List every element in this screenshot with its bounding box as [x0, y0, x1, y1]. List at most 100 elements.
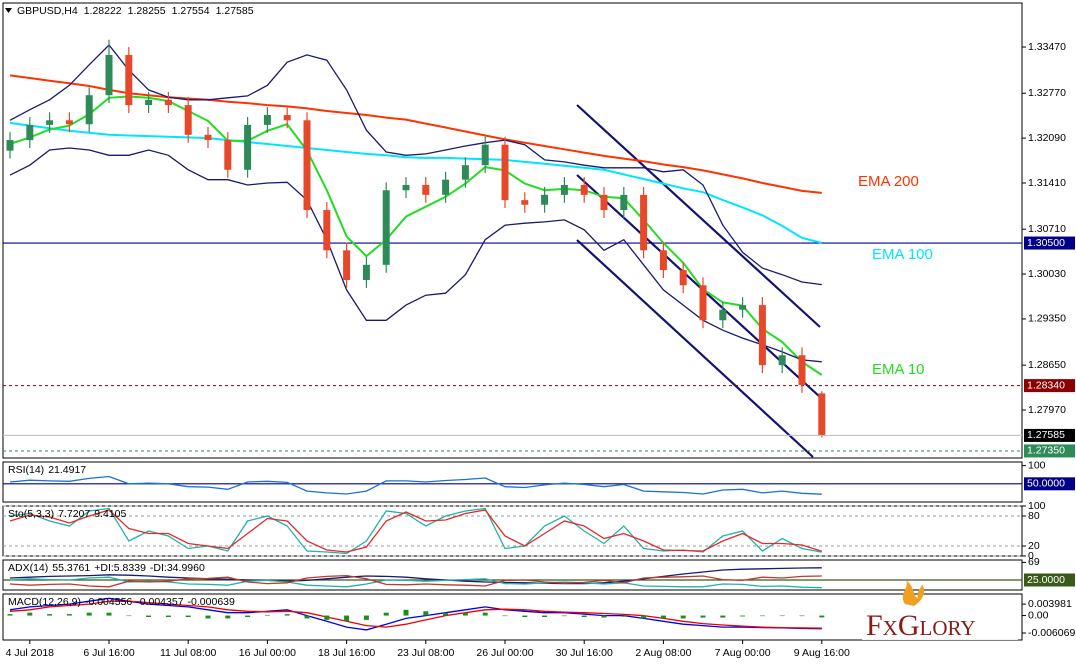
indicator-line — [9, 597, 822, 631]
y-tick-label: 1.32090 — [1028, 132, 1066, 144]
candle-body — [85, 95, 93, 125]
histogram-bar — [601, 615, 607, 618]
y-tick-label: 100 — [1028, 459, 1046, 471]
histogram-bar — [462, 612, 468, 616]
candle-body — [580, 184, 588, 195]
ema-label: EMA 200 — [858, 173, 919, 190]
candle-body — [105, 54, 113, 96]
indicator-title: Sto(5,3,3) — [8, 508, 54, 520]
y-tick-label: 1.30710 — [1028, 223, 1066, 235]
candle-body — [798, 355, 806, 385]
candle-body — [145, 99, 153, 106]
candle-body — [125, 54, 133, 106]
x-tick-label: 16 Jul 00:00 — [239, 647, 296, 659]
histogram-bar — [27, 612, 33, 616]
histogram-bar — [264, 614, 270, 616]
x-tick-label: 26 Jul 00:00 — [476, 647, 533, 659]
candle-body — [343, 250, 351, 280]
candle-body — [640, 194, 648, 251]
panel-frame — [2, 593, 1023, 641]
series-value: -0.000639 — [188, 596, 235, 608]
histogram-bar — [660, 615, 666, 619]
brand-logo: FxGlory — [862, 580, 1018, 642]
candle-body — [659, 250, 667, 271]
panel-frame — [2, 559, 1023, 591]
channel-line — [576, 104, 821, 328]
level-label: 1.30500 — [1027, 237, 1065, 249]
candle-body — [739, 305, 747, 310]
candle-body — [204, 134, 212, 141]
bollinger-band — [9, 44, 822, 286]
candle-body — [184, 105, 192, 135]
indicator-line — [9, 567, 822, 585]
y-tick-label: 1.30030 — [1028, 268, 1066, 280]
candle-body — [481, 144, 489, 166]
y-tick-label: 1.31410 — [1028, 177, 1066, 189]
y-tick-label: 69 — [1028, 556, 1040, 568]
series-value: 55.3761 — [52, 562, 90, 574]
ohlc-high: 1.28255 — [128, 5, 166, 17]
indicator-line — [9, 509, 822, 553]
candle-body — [164, 99, 172, 106]
candle-body — [442, 179, 450, 195]
x-tick-label: 30 Jul 16:00 — [556, 647, 613, 659]
candle-body — [699, 285, 707, 321]
candle-body — [244, 124, 252, 170]
histogram-bar — [641, 615, 647, 619]
histogram-bar — [680, 615, 686, 619]
histogram-bar — [482, 612, 488, 616]
logo-text: FxGlory — [866, 609, 976, 642]
histogram-bar — [245, 615, 251, 617]
series-value: 7.7207 — [58, 508, 90, 520]
histogram-bar — [819, 615, 825, 618]
candle-body — [679, 270, 687, 286]
x-tick-label: 11 Jul 08:00 — [160, 647, 217, 659]
channel-line — [576, 239, 814, 458]
histogram-bar — [621, 615, 627, 617]
level-label: 50.0000 — [1027, 478, 1065, 490]
histogram-bar — [225, 615, 231, 619]
series-value: 9.4105 — [94, 508, 126, 520]
histogram-bar — [47, 614, 53, 616]
y-tick-label: -0.006069 — [1028, 627, 1075, 639]
candle-body — [323, 210, 331, 251]
ohlc-close: 1.27585 — [216, 5, 254, 17]
x-tick-label: 6 Jul 16:00 — [83, 647, 135, 659]
y-tick-label: 80 — [1028, 510, 1040, 522]
current-price-label: 1.27585 — [1027, 429, 1065, 441]
indicator-header: MACD(12,26,9) -0.004556 -0.004357 -0.000639 — [8, 596, 235, 608]
histogram-bar — [700, 615, 706, 618]
level-label: 25.0000 — [1027, 574, 1065, 586]
histogram-bar — [423, 611, 429, 616]
logo-flame — [902, 580, 925, 606]
candle-body — [758, 305, 766, 366]
series-value: -0.004357 — [136, 596, 183, 608]
histogram-bar — [522, 615, 528, 617]
symbol-menu-icon[interactable] — [5, 8, 12, 13]
candle-body — [65, 120, 73, 125]
candle-body — [719, 309, 727, 321]
candle-body — [422, 184, 430, 195]
y-tick-label: 100 — [1028, 500, 1046, 512]
indicator-line — [9, 600, 822, 629]
y-tick-label: 0.00 — [1028, 609, 1049, 621]
histogram-bar — [205, 615, 211, 619]
histogram-bar — [383, 612, 389, 616]
histogram-bar — [403, 609, 409, 616]
y-tick-label: 20 — [1028, 540, 1040, 552]
candle-body — [818, 393, 826, 436]
histogram-bar — [344, 615, 350, 622]
series-value: 21.4917 — [48, 464, 86, 476]
histogram-bar — [304, 615, 310, 619]
candle-body — [303, 120, 311, 211]
candle-body — [402, 184, 410, 191]
panel-frame — [2, 2, 1023, 459]
candle-body — [521, 200, 529, 205]
x-tick-label: 18 Jul 16:00 — [318, 647, 375, 659]
histogram-bar — [759, 615, 765, 617]
indicator-title: RSI(14) — [8, 464, 44, 476]
level-label-box — [1024, 573, 1075, 587]
candle-body — [541, 194, 549, 205]
histogram-bar — [146, 615, 152, 617]
